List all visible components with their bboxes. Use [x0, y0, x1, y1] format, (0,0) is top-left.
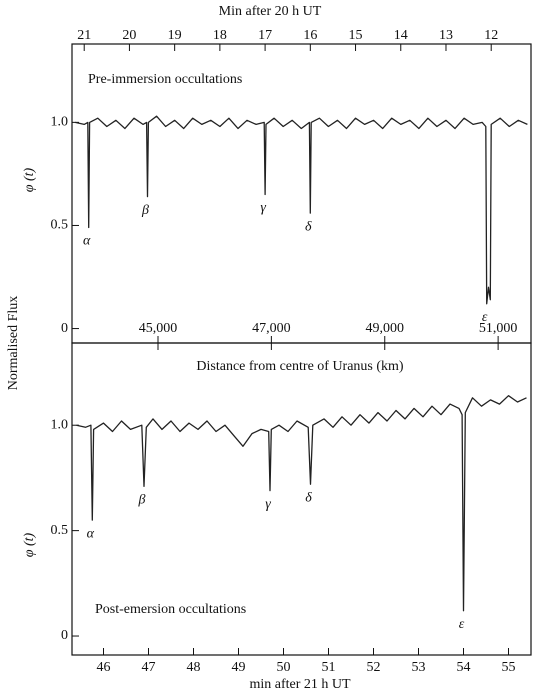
ring-label: ε	[482, 310, 488, 325]
x-tick-label: 21	[77, 28, 91, 43]
x-tick-label: 15	[349, 28, 363, 43]
plot-frame	[71, 43, 532, 344]
x-tick-label: 12	[484, 28, 498, 43]
y-tick-label: 1.0	[51, 417, 69, 432]
x-tick-label: 53	[412, 660, 426, 675]
flux-trace	[76, 395, 527, 612]
x-tick-label: 49	[232, 660, 246, 675]
panel-y-label: φ (t)	[22, 167, 37, 192]
x-tick-label: 17	[258, 28, 272, 43]
x-tick-label: 16	[303, 28, 317, 43]
y-axis-label: Normalised Flux	[6, 296, 21, 391]
y-tick-label: 0	[61, 628, 68, 643]
ring-label: δ	[305, 219, 312, 234]
y-tick-label: 0.5	[51, 218, 69, 233]
x-tick-label: 50	[277, 660, 291, 675]
x-tick-label: 13	[439, 28, 453, 43]
ring-label: γ	[265, 497, 271, 512]
ring-label: α	[83, 234, 91, 249]
distance-axis-label: Distance from centre of Uranus (km)	[196, 359, 404, 374]
flux-trace	[75, 115, 528, 305]
y-tick-label: 0	[61, 321, 68, 336]
panel-title: Pre-immersion occultations	[88, 72, 242, 87]
x2-tick-label: 51,000	[479, 321, 518, 336]
ring-label: ε	[459, 617, 465, 632]
x-tick-label: 18	[213, 28, 227, 43]
panel-y-label: φ (t)	[22, 532, 37, 557]
x-tick-label: 54	[457, 660, 471, 675]
plot-frame	[71, 342, 532, 656]
x-tick-label: 19	[168, 28, 182, 43]
bottom-axis-label: min after 21 h UT	[249, 677, 351, 692]
x-tick-label: 55	[502, 660, 516, 675]
y-tick-label: 0.5	[51, 523, 69, 538]
top-axis-label: Min after 20 h UT	[219, 4, 322, 19]
x-tick-label: 51	[322, 660, 336, 675]
x-tick-label: 52	[367, 660, 381, 675]
x-tick-label: 46	[97, 660, 111, 675]
y-tick-label: 1.0	[51, 115, 69, 130]
ring-label: γ	[260, 201, 266, 216]
ring-label: δ	[305, 490, 312, 505]
x-tick-label: 48	[187, 660, 201, 675]
x-tick-label: 14	[394, 28, 408, 43]
x-tick-label: 20	[122, 28, 136, 43]
ring-label: β	[138, 493, 146, 508]
x-tick-label: 47	[142, 660, 156, 675]
x2-tick-label: 45,000	[139, 321, 178, 336]
x2-tick-label: 49,000	[365, 321, 404, 336]
ring-label: β	[141, 203, 149, 218]
panel-title: Post-emersion occultations	[95, 602, 246, 617]
x2-tick-label: 47,000	[252, 321, 291, 336]
ring-label: α	[87, 526, 95, 541]
